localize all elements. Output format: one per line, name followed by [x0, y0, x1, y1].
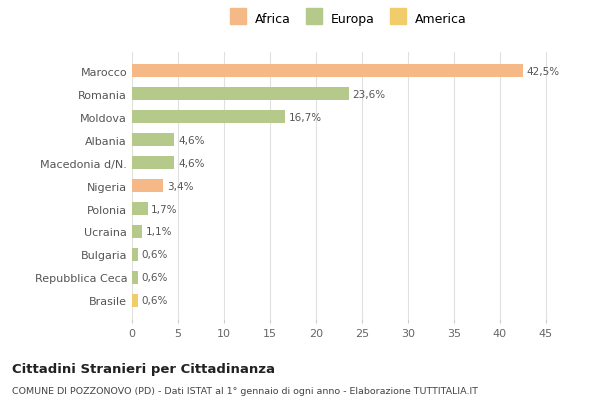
Text: 1,7%: 1,7%	[151, 204, 178, 214]
Text: 16,7%: 16,7%	[289, 112, 322, 122]
Text: COMUNE DI POZZONOVO (PD) - Dati ISTAT al 1° gennaio di ogni anno - Elaborazione : COMUNE DI POZZONOVO (PD) - Dati ISTAT al…	[12, 387, 478, 396]
Text: 0,6%: 0,6%	[141, 273, 167, 283]
Text: 1,1%: 1,1%	[146, 227, 172, 237]
Text: 0,6%: 0,6%	[141, 250, 167, 260]
Bar	[132, 134, 174, 146]
Text: 4,6%: 4,6%	[178, 135, 205, 145]
Bar	[132, 157, 174, 169]
Bar	[132, 111, 286, 124]
Text: 0,6%: 0,6%	[141, 296, 167, 306]
Bar	[132, 180, 163, 192]
Text: 3,4%: 3,4%	[167, 181, 193, 191]
Text: Cittadini Stranieri per Cittadinanza: Cittadini Stranieri per Cittadinanza	[12, 362, 275, 375]
Bar	[132, 226, 142, 238]
Bar	[132, 294, 137, 307]
Text: 42,5%: 42,5%	[526, 67, 559, 76]
Bar	[132, 203, 148, 215]
Text: 4,6%: 4,6%	[178, 158, 205, 168]
Legend: Africa, Europa, America: Africa, Europa, America	[225, 7, 471, 31]
Bar	[132, 88, 349, 101]
Bar	[132, 249, 137, 261]
Bar	[132, 65, 523, 78]
Bar	[132, 272, 137, 284]
Text: 23,6%: 23,6%	[353, 90, 386, 99]
